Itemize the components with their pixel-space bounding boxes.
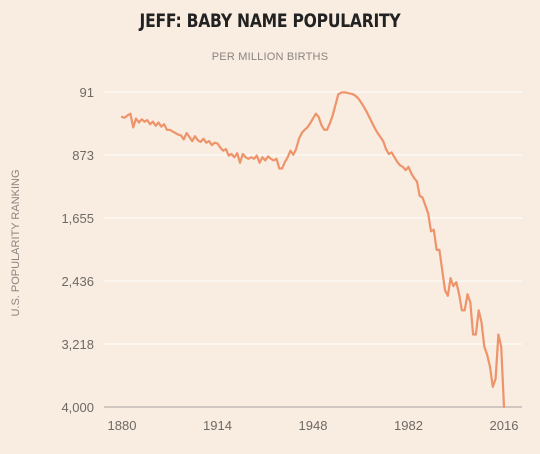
y-tick-label: 91 [80, 85, 94, 100]
x-tick-labels: 1880 1914 1948 1982 2016 [108, 418, 519, 433]
y-tick-label: 2,436 [61, 274, 94, 289]
x-tick-label: 1982 [394, 418, 423, 433]
y-tick-label: 873 [72, 148, 94, 163]
grid-lines [104, 91, 522, 408]
x-tick-label: 1948 [299, 418, 328, 433]
chart-subtitle: PER MILLION BIRTHS [211, 51, 329, 63]
chart-title: JEFF: BABY NAME POPULARITY [139, 10, 401, 32]
x-tick-label: 1880 [108, 418, 137, 433]
y-tick-label: 1,655 [61, 211, 94, 226]
series-line [120, 91, 506, 409]
x-tick-label: 1914 [203, 418, 232, 433]
x-tick-label: 2016 [490, 418, 519, 433]
y-tick-labels: 91 873 1,655 2,436 3,218 4,000 [61, 85, 94, 415]
y-tick-label: 3,218 [61, 337, 94, 352]
y-tick-label: 4,000 [61, 400, 94, 415]
